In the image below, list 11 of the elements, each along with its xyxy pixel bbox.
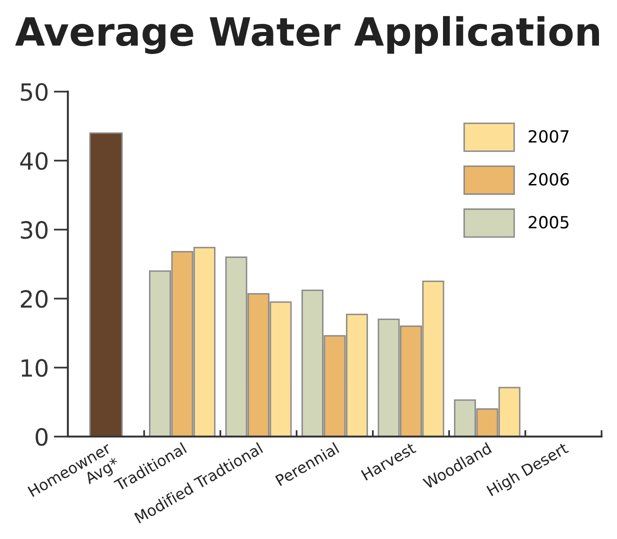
y-tick-label: 20: [20, 290, 48, 308]
y-tick-label: 10: [22, 359, 48, 377]
y-tick-label: 0: [36, 428, 48, 446]
chart-title: Average Water Application: [15, 16, 599, 54]
y-tick-label: 50: [20, 83, 48, 101]
bar: [89, 132, 123, 437]
y-tick-label: 30: [20, 221, 48, 239]
y-tick-label: 40: [20, 152, 48, 170]
legend-label: 2007: [528, 130, 568, 143]
legend-label: 2006: [528, 173, 569, 186]
legend-label: 2005: [528, 216, 568, 229]
